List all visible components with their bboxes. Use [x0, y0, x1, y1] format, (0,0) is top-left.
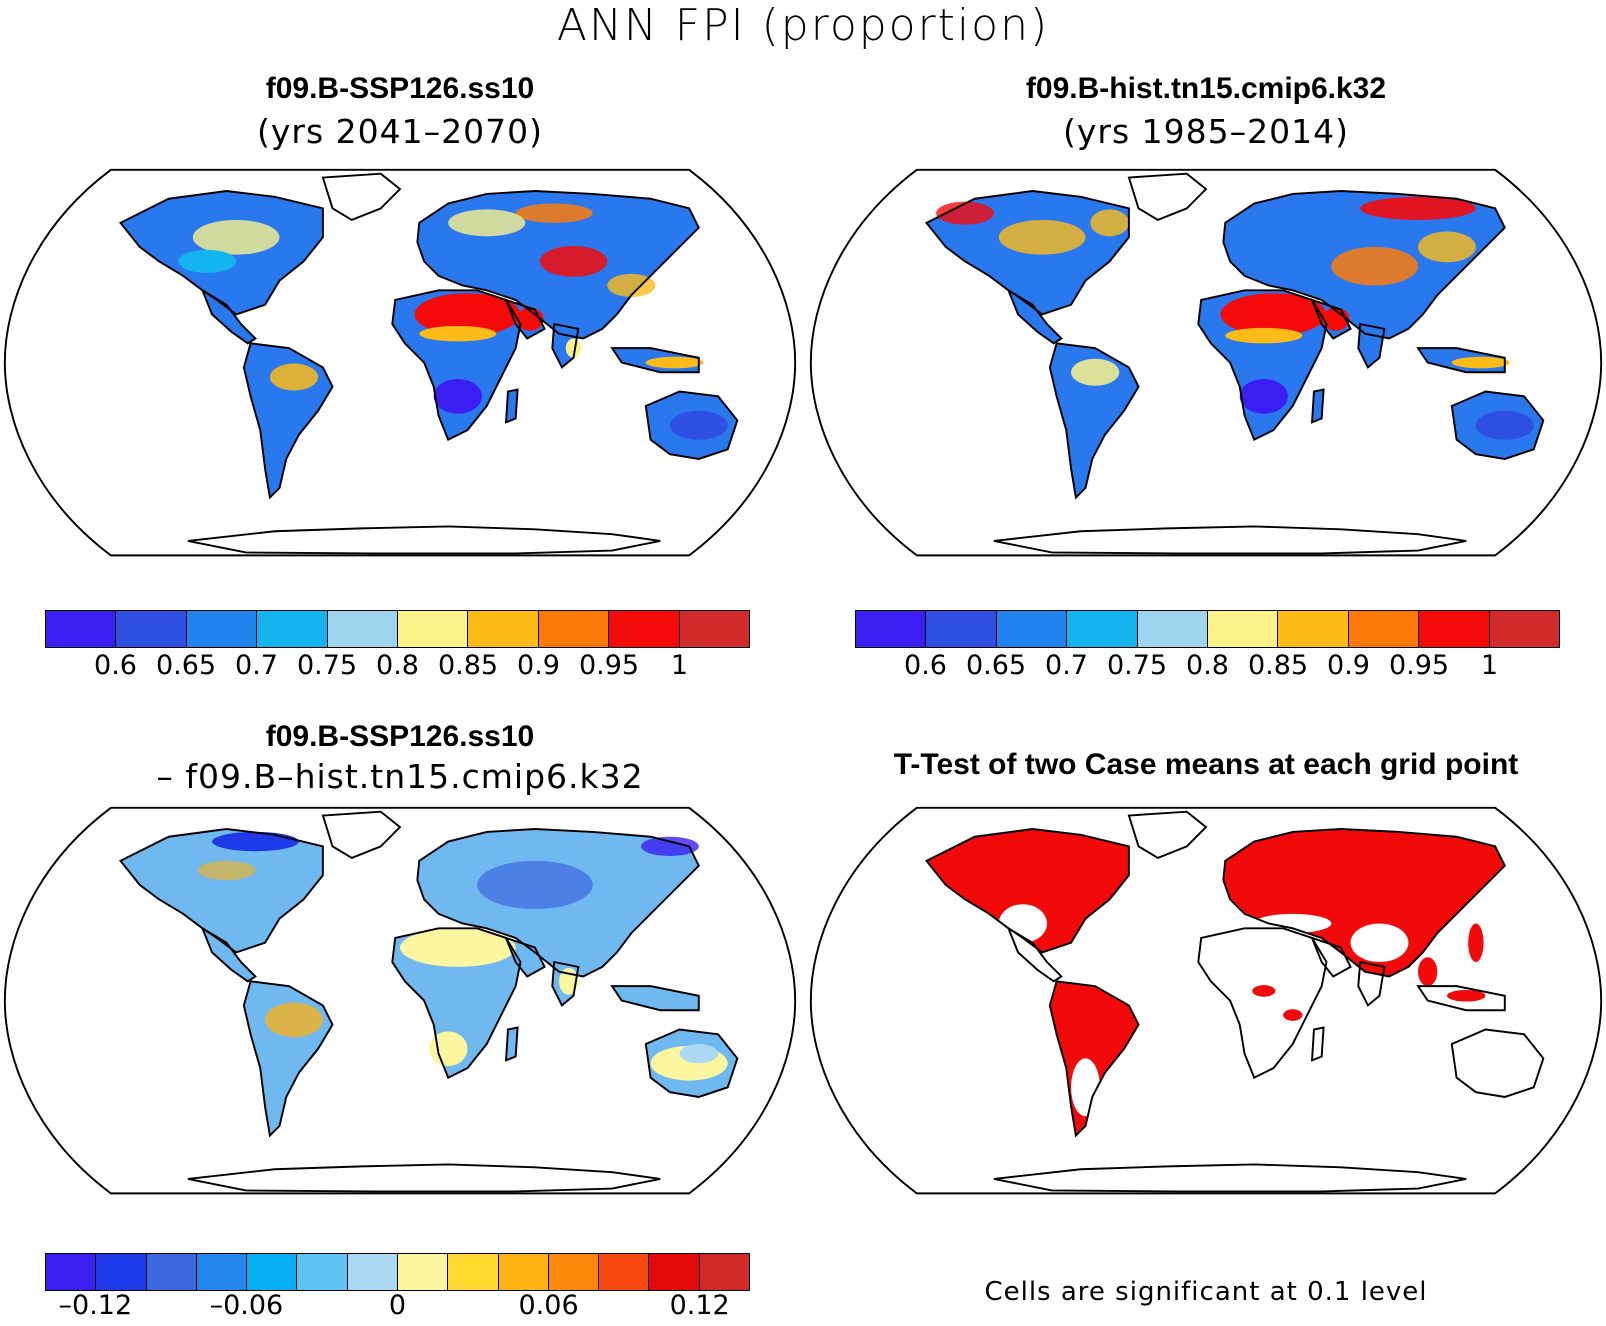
- colorbar-tick-label: 0.85: [437, 650, 499, 681]
- panel-historical-title: f09.B-hist.tn15.cmip6.k32: [1025, 72, 1387, 105]
- colorbar-swatch: [257, 611, 328, 647]
- colorbar-swatch: [347, 1254, 398, 1290]
- colorbar-tick-label: 0.75: [296, 650, 358, 681]
- colorbar-swatch: [498, 1254, 549, 1290]
- colorbar-swatch: [448, 1254, 499, 1290]
- colorbar-tick-label: 0.65: [155, 650, 217, 681]
- colorbar-tick-label: 0.65: [965, 650, 1027, 681]
- colorbar-swatch: [1348, 611, 1420, 647]
- map-panel-future: [3, 168, 797, 557]
- colorbar-swatch: [1137, 611, 1209, 647]
- colorbar-swatch: [116, 611, 187, 647]
- colorbar-swatch: [926, 611, 997, 647]
- colorbar-tick-label: 0.6: [94, 650, 137, 681]
- colorbar-swatch: [398, 611, 469, 647]
- colorbar-swatch: [609, 611, 680, 647]
- panel-historical-subtitle: (yrs 1985–2014): [1063, 112, 1349, 151]
- colorbar-tick-label: 1: [1480, 650, 1499, 681]
- panel-difference-subtitle: – f09.B–hist.tn15.cmip6.k32: [156, 757, 644, 796]
- colorbar-swatch: [327, 611, 399, 647]
- colorbar-tick-label: 0.9: [1327, 650, 1370, 681]
- colorbar-swatch: [548, 1254, 600, 1290]
- colorbar-swatch: [46, 611, 117, 647]
- colorbar-swatch: [468, 611, 539, 647]
- map-difference-field: [120, 811, 738, 1192]
- colorbar-swatch: [599, 1254, 650, 1290]
- colorbar-tick-label: 0.8: [1186, 650, 1229, 681]
- colorbar-future: [45, 610, 750, 648]
- map-panel-ttest: [809, 806, 1603, 1195]
- colorbar-tick-label: 0.06: [518, 1290, 579, 1321]
- colorbar-swatch: [699, 1254, 749, 1290]
- map-future-field: [120, 173, 738, 554]
- colorbar-tick-label: 0.95: [1388, 650, 1450, 681]
- colorbar-tick-label: 0.85: [1247, 650, 1309, 681]
- colorbar-historical-labels: 0.6 0.65 0.7 0.75 0.8 0.85 0.9 0.95 1: [855, 650, 1560, 686]
- map-panel-historical: [809, 168, 1603, 557]
- colorbar-swatch: [996, 611, 1068, 647]
- colorbar-swatch: [1489, 611, 1560, 647]
- panel-future-subtitle: (yrs 2041–2070): [257, 112, 543, 151]
- colorbar-swatch: [196, 1254, 248, 1290]
- colorbar-tick-label: 0: [388, 1290, 407, 1321]
- colorbar-tick-label: 0.7: [235, 650, 278, 681]
- main-title: ANN FPI (proportion): [556, 0, 1050, 51]
- colorbar-tick-label: 0.6: [904, 650, 947, 681]
- colorbar-swatch: [1419, 611, 1490, 647]
- map-future-frame: [3, 168, 797, 557]
- colorbar-difference: [45, 1253, 750, 1291]
- map-ttest-field: [926, 829, 1505, 1136]
- map-historical-field: [926, 173, 1544, 554]
- colorbar-swatch: [247, 1254, 298, 1290]
- colorbar-swatch: [1208, 611, 1279, 647]
- panel-ttest-title: T-Test of two Case means at each grid po…: [893, 748, 1519, 781]
- colorbar-tick-label: 0.75: [1106, 650, 1168, 681]
- colorbar-swatch: [46, 1254, 97, 1290]
- map-historical-frame: [809, 168, 1603, 557]
- significance-note: Cells are significant at 0.1 level: [984, 1277, 1428, 1307]
- colorbar-swatch: [297, 1254, 348, 1290]
- colorbar-swatch: [397, 1254, 449, 1290]
- colorbar-tick-label: 1: [670, 650, 689, 681]
- map-difference-frame: [3, 806, 797, 1195]
- colorbar-swatch: [538, 611, 610, 647]
- map-ttest-frame: [809, 806, 1603, 1195]
- colorbar-tick-label: 0.7: [1045, 650, 1088, 681]
- colorbar-swatch: [1067, 611, 1138, 647]
- colorbar-tick-label: –0.06: [209, 1290, 284, 1321]
- colorbar-swatch: [649, 1254, 700, 1290]
- colorbar-tick-label: –0.12: [58, 1290, 133, 1321]
- colorbar-swatch: [186, 611, 258, 647]
- colorbar-swatch: [96, 1254, 147, 1290]
- panel-future-title: f09.B-SSP126.ss10: [265, 72, 535, 105]
- panel-difference-title: f09.B-SSP126.ss10: [265, 720, 535, 753]
- colorbar-difference-labels: –0.12 –0.06 0 0.06 0.12: [45, 1290, 750, 1326]
- colorbar-tick-label: 0.95: [578, 650, 640, 681]
- colorbar-tick-label: 0.12: [669, 1290, 730, 1321]
- colorbar-future-labels: 0.6 0.65 0.7 0.75 0.8 0.85 0.9 0.95 1: [45, 650, 750, 686]
- colorbar-swatch: [856, 611, 927, 647]
- colorbar-swatch: [146, 1254, 197, 1290]
- colorbar-tick-label: 0.9: [517, 650, 560, 681]
- colorbar-swatch: [679, 611, 750, 647]
- colorbar-historical: [855, 610, 1560, 648]
- colorbar-swatch: [1278, 611, 1349, 647]
- colorbar-tick-label: 0.8: [376, 650, 419, 681]
- map-panel-difference: [3, 806, 797, 1195]
